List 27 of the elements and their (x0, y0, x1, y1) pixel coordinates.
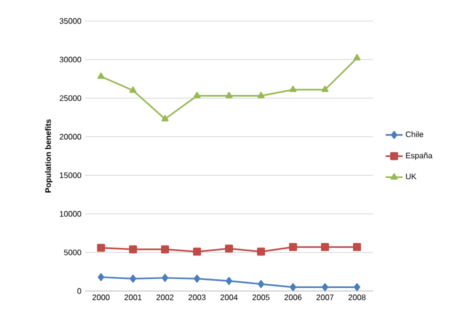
point (161, 245, 169, 254)
point (322, 283, 328, 292)
point (130, 274, 136, 283)
point (98, 273, 104, 282)
point (354, 283, 360, 292)
point (97, 244, 105, 252)
point (321, 243, 329, 252)
point (193, 92, 201, 98)
point (321, 86, 329, 92)
point (129, 245, 137, 254)
point (290, 283, 296, 292)
point (97, 72, 105, 79)
point (226, 276, 232, 285)
point (257, 248, 265, 256)
point (161, 114, 169, 122)
point (289, 243, 297, 252)
point (225, 92, 233, 98)
point (193, 248, 201, 256)
point (353, 243, 361, 252)
point (194, 274, 200, 283)
point (225, 244, 233, 253)
point (289, 86, 297, 92)
point (258, 280, 264, 288)
point (257, 92, 265, 98)
point (353, 54, 361, 60)
point (162, 274, 168, 282)
point (129, 86, 137, 93)
